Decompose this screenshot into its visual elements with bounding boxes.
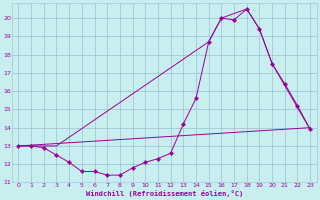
X-axis label: Windchill (Refroidissement éolien,°C): Windchill (Refroidissement éolien,°C)	[86, 190, 243, 197]
